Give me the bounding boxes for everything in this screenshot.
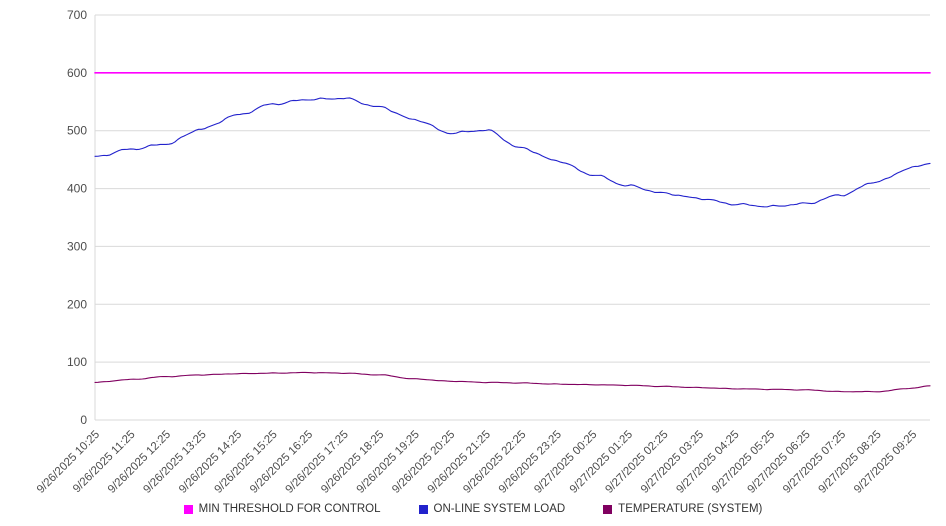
x-axis-tick-label: 9/26/2025 12:25 [106, 429, 173, 496]
legend-item-1: ON-LINE SYSTEM LOAD [418, 503, 566, 515]
x-axis-tick-label: 9/26/2025 15:25 [213, 429, 280, 496]
x-axis-tick-label: 9/26/2025 22:25 [461, 429, 528, 496]
legend-label: TEMPERATURE (SYSTEM) [618, 503, 763, 515]
x-axis-tick-label: 9/27/2025 01:25 [568, 429, 635, 496]
y-axis-tick-label: 300 [67, 239, 87, 253]
y-axis-tick-label: 400 [67, 182, 87, 196]
legend: MIN THRESHOLD FOR CONTROL ON-LINE SYSTEM … [0, 496, 946, 522]
x-axis-tick-label: 9/26/2025 16:25 [248, 429, 315, 496]
y-axis-tick-label: 500 [67, 124, 87, 138]
legend-item-0: MIN THRESHOLD FOR CONTROL [183, 503, 381, 515]
legend-label: MIN THRESHOLD FOR CONTROL [198, 503, 381, 515]
legend-swatch [418, 504, 428, 514]
x-axis-tick-label: 9/27/2025 04:25 [674, 429, 741, 496]
y-axis-tick-label: 200 [67, 297, 87, 311]
x-axis-tick-label: 9/26/2025 17:25 [284, 429, 351, 496]
x-axis-tick-label: 9/27/2025 08:25 [817, 429, 884, 496]
x-axis-tick-label: 9/26/2025 13:25 [141, 429, 208, 496]
y-axis-tick-label: 600 [67, 66, 87, 80]
x-axis-tick-label: 9/27/2025 09:25 [852, 429, 919, 496]
legend-item-2: TEMPERATURE (SYSTEM) [603, 503, 762, 515]
x-axis-tick-label: 9/27/2025 03:25 [639, 429, 706, 496]
x-axis-tick-label: 9/26/2025 11:25 [71, 429, 138, 496]
series-line-2 [94, 371, 931, 393]
x-axis-tick-label: 9/26/2025 19:25 [355, 429, 422, 496]
x-axis-tick-label: 9/27/2025 05:25 [710, 429, 777, 496]
legend-swatch [183, 504, 193, 514]
x-axis-tick-label: 9/27/2025 02:25 [603, 429, 670, 496]
x-axis-tick-label: 9/27/2025 07:25 [781, 429, 848, 496]
x-axis-tick-label: 9/27/2025 06:25 [745, 429, 812, 496]
x-axis-tick-label: 9/26/2025 23:25 [497, 429, 564, 496]
legend-swatch [603, 504, 613, 514]
x-axis-tick-label: 9/26/2025 10:25 [35, 429, 102, 496]
x-axis-tick-label: 9/26/2025 21:25 [426, 429, 493, 496]
y-axis-tick-label: 700 [67, 8, 87, 22]
legend-label: ON-LINE SYSTEM LOAD [433, 503, 566, 515]
x-axis-tick-label: 9/26/2025 14:25 [177, 429, 244, 496]
y-axis-tick-label: 100 [67, 355, 87, 369]
x-axis-tick-label: 9/27/2025 00:25 [532, 429, 599, 496]
x-axis-tick-label: 9/26/2025 20:25 [390, 429, 457, 496]
series-line-1 [94, 97, 931, 208]
y-axis-tick-label: 0 [80, 413, 87, 427]
x-axis-tick-label: 9/26/2025 18:25 [319, 429, 386, 496]
